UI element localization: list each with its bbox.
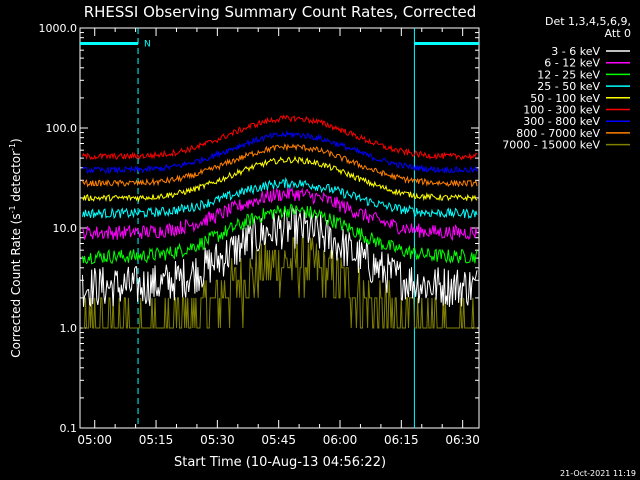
y-axis-label-main: Corrected Count Rate (s bbox=[9, 213, 23, 357]
y-axis-label-sup1: -1 bbox=[8, 205, 17, 213]
x-tick-label: 06:15 bbox=[384, 433, 419, 447]
x-tick-label: 06:30 bbox=[445, 433, 480, 447]
series-line-1 bbox=[82, 186, 478, 242]
series-line-3 bbox=[82, 176, 478, 220]
y-tick-label: 10.0 bbox=[53, 222, 78, 235]
y-tick-label: 1.0 bbox=[60, 322, 78, 335]
legend-label: 800 - 7000 keV bbox=[516, 127, 600, 140]
plot-area: 0.1 1.0 10.0 100.0 1000.0 05:00 05:15 05:30 05:4… bbox=[39, 22, 480, 447]
legend-label: 3 - 6 keV bbox=[551, 45, 600, 58]
y-tick-label: 0.1 bbox=[60, 422, 78, 435]
y-axis-label-end: ) bbox=[9, 138, 23, 143]
legend-header-line2: Att 0 bbox=[605, 27, 631, 40]
y-axis-label-mid: detector bbox=[9, 151, 23, 206]
series-line-0 bbox=[82, 206, 478, 308]
legend-label: 25 - 50 keV bbox=[537, 80, 600, 93]
legend-label: 300 - 800 keV bbox=[523, 115, 600, 128]
legend-label: 7000 - 15000 keV bbox=[502, 139, 600, 152]
footer-timestamp: 21-Oct-2021 11:19 bbox=[560, 469, 636, 478]
series-line-7 bbox=[82, 143, 478, 188]
legend-label: 6 - 12 keV bbox=[544, 57, 600, 70]
x-tick-label: 05:00 bbox=[77, 433, 112, 447]
y-axis-label-sup2: -1 bbox=[8, 143, 17, 151]
x-tick-label: 05:15 bbox=[139, 433, 174, 447]
x-tick-label: 06:00 bbox=[323, 433, 358, 447]
series-line-8 bbox=[82, 237, 477, 329]
series-line-4 bbox=[82, 155, 478, 203]
legend-label: 12 - 25 keV bbox=[537, 68, 600, 81]
series-line-2 bbox=[82, 203, 478, 265]
x-tick-label: 05:45 bbox=[261, 433, 296, 447]
chart-title: RHESSI Observing Summary Count Rates, Co… bbox=[84, 3, 477, 21]
series-line-6 bbox=[82, 129, 478, 175]
x-tick-label: 05:30 bbox=[200, 433, 235, 447]
legend-label: 100 - 300 keV bbox=[523, 104, 600, 117]
legend-label: 50 - 100 keV bbox=[530, 92, 600, 105]
legend-header-line1: Det 1,3,4,5,6,9, bbox=[545, 15, 631, 28]
series-line-5 bbox=[82, 114, 478, 161]
y-axis-label: Corrected Count Rate (s-1 detector-1) bbox=[8, 138, 23, 357]
night-marker-label: N bbox=[144, 39, 151, 49]
y-tick-label: 1000.0 bbox=[39, 22, 78, 35]
y-tick-label: 100.0 bbox=[46, 122, 78, 135]
x-axis-label: Start Time (10-Aug-13 04:56:22) bbox=[174, 455, 386, 470]
